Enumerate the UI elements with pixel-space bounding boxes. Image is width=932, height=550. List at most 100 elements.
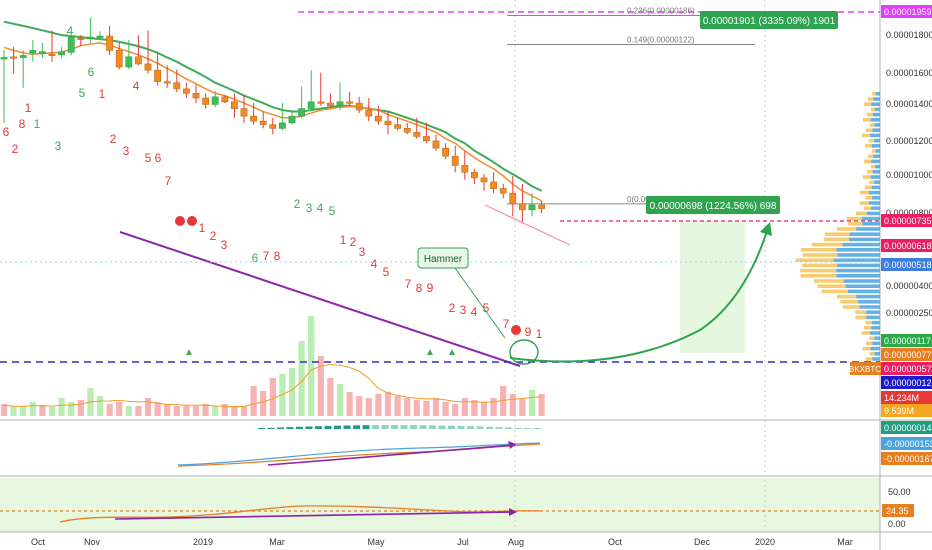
ema-fast-line xyxy=(3,42,542,202)
volume-bars xyxy=(0,316,545,416)
profile-bar-buy xyxy=(868,201,880,205)
macd-histogram-bar xyxy=(410,425,417,429)
profile-bar-buy xyxy=(872,170,880,174)
candle xyxy=(365,98,373,122)
volume-ma-line xyxy=(3,363,542,407)
profile-bar-sell xyxy=(863,206,872,210)
profile-bar-buy xyxy=(874,180,880,184)
volume-bar xyxy=(221,404,228,416)
candle xyxy=(163,65,171,88)
candle xyxy=(250,103,257,125)
profile-bar-buy xyxy=(866,310,880,314)
candle xyxy=(403,122,411,135)
candle xyxy=(211,91,219,108)
candle xyxy=(135,35,142,66)
signal-marker xyxy=(511,325,521,335)
td-count-label: 3 xyxy=(306,201,313,215)
svg-text:BKXBTC: BKXBTC xyxy=(849,365,881,374)
volume-bar xyxy=(298,341,305,416)
candle xyxy=(221,95,229,104)
price-tick-label: 0.00001800 xyxy=(886,30,932,40)
resistance-trend-line[interactable] xyxy=(484,204,571,246)
price-tag: 0.00000014 xyxy=(881,421,932,434)
td-count-label: 2 xyxy=(294,197,301,211)
td-count-label: 8 xyxy=(19,117,26,131)
svg-text:-0.00000153: -0.00000153 xyxy=(884,439,932,449)
svg-text:0.00000012: 0.00000012 xyxy=(884,378,932,388)
profile-bar-sell xyxy=(800,274,837,278)
signal-triangle xyxy=(449,349,455,355)
td-count-label: 8 xyxy=(274,249,281,263)
td-count-label: 6 xyxy=(3,125,10,139)
projection-arrow[interactable] xyxy=(509,227,769,363)
time-tick-label: Aug xyxy=(508,537,524,547)
volume-bar xyxy=(500,386,507,416)
price-tick-label: 0.00001600 xyxy=(886,68,932,78)
profile-bar-sell xyxy=(869,123,875,127)
volume-bar xyxy=(471,400,478,416)
candle xyxy=(154,51,161,86)
profile-bar-buy xyxy=(871,206,880,210)
profile-bar-sell xyxy=(869,352,875,356)
time-axis[interactable]: Oct Nov 2019 Mar May Jul Aug Oct Dec 2020 Mar xyxy=(31,537,853,547)
macd-histogram-bar xyxy=(343,425,351,429)
profile-bar-sell xyxy=(840,300,859,304)
td-count-label: 2 xyxy=(449,301,456,315)
volume-bar xyxy=(77,400,84,416)
profile-bar-sell xyxy=(862,346,871,351)
volume-bar xyxy=(173,406,180,416)
price-tick-label: 0.00000800 xyxy=(886,208,932,218)
candle xyxy=(509,175,517,217)
td-count-label: 2 xyxy=(350,235,357,249)
signal-marker xyxy=(187,216,197,226)
candle xyxy=(518,184,526,224)
candle xyxy=(106,25,113,55)
profile-bar-sell xyxy=(863,326,872,330)
profile-bar-sell xyxy=(864,102,872,106)
candle xyxy=(58,46,65,59)
volume-bar xyxy=(384,392,392,416)
candle xyxy=(144,30,152,74)
support-trend-line[interactable] xyxy=(119,231,521,367)
price-tag: -0.00000153 xyxy=(881,437,932,450)
profile-bar-buy xyxy=(872,320,880,325)
candle xyxy=(173,69,181,93)
profile-bar-sell xyxy=(871,107,876,112)
profile-bar-buy xyxy=(869,331,880,335)
target-label-top: 0.00001901 (3335.09%) 1901 xyxy=(700,11,838,29)
profile-bar-sell xyxy=(866,170,873,174)
candle xyxy=(480,174,488,191)
profile-bar-sell xyxy=(865,196,873,200)
svg-text:14.234M: 14.234M xyxy=(884,393,919,403)
volume-bar xyxy=(269,378,276,416)
price-tick-label: 0.00001000 xyxy=(886,170,932,180)
hammer-callout[interactable]: Hammer xyxy=(417,247,506,339)
volume-bar xyxy=(365,398,372,416)
price-tag: 14.234M xyxy=(881,391,932,404)
svg-text:0.00000117: 0.00000117 xyxy=(884,336,931,346)
macd-histogram-bar xyxy=(372,425,379,429)
volume-bar xyxy=(509,394,516,416)
td-count-label: 9 xyxy=(427,281,434,295)
time-tick-label: Jul xyxy=(457,537,469,547)
td-count-label: 6 xyxy=(252,251,259,265)
time-tick-label: 2020 xyxy=(755,537,775,547)
td-count-label: 5 xyxy=(145,151,152,165)
candle xyxy=(183,82,190,99)
candle xyxy=(115,42,123,70)
td-count-label: 3 xyxy=(359,245,366,259)
macd-histogram-bar xyxy=(438,425,446,429)
td-count-label: 8 xyxy=(416,281,423,295)
td-count-label: 2 xyxy=(110,132,117,146)
candle xyxy=(346,92,353,106)
candle xyxy=(413,117,421,139)
profile-bar-buy xyxy=(873,97,880,101)
profile-bar-buy xyxy=(845,284,880,288)
profile-bar-buy xyxy=(870,118,880,122)
volume-bar xyxy=(480,402,488,416)
profile-bar-sell xyxy=(823,237,850,242)
volume-bar xyxy=(48,407,56,416)
rsi-divergence-arrow xyxy=(509,508,517,516)
td-count-label: 2 xyxy=(12,142,19,156)
